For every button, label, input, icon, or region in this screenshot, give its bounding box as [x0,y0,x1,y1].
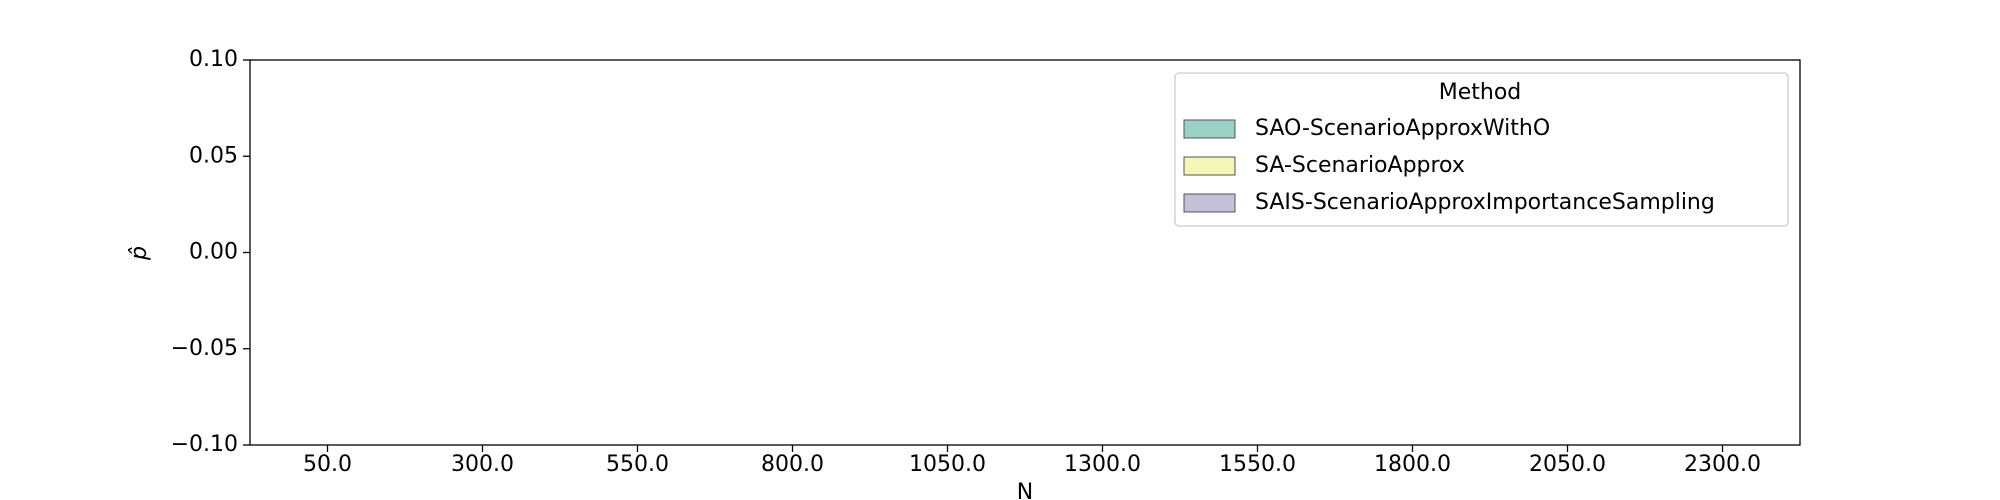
y-tick-label: 0.10 [189,47,238,72]
y-tick-label: −0.05 [171,336,238,361]
legend-swatch [1183,193,1236,213]
x-tick-label: 1300.0 [1064,452,1141,477]
y-tick-label: 0.00 [189,240,238,265]
legend-label: SAO-ScenarioApproxWithO [1255,116,1550,141]
x-tick-label: 800.0 [761,452,824,477]
x-axis-label: N [1017,480,1033,500]
x-tick-label: 300.0 [451,452,514,477]
x-tick-label: 50.0 [303,452,352,477]
legend-title: Method [1439,80,1522,105]
legend-swatch [1183,119,1236,139]
legend-swatch [1183,156,1236,176]
x-tick-label: 1550.0 [1219,452,1296,477]
x-tick-label: 550.0 [606,452,669,477]
x-tick-label: 1050.0 [909,452,986,477]
legend-box [1174,72,1789,227]
y-tick-label: 0.05 [189,143,238,168]
legend-label: SA-ScenarioApprox [1255,153,1465,178]
y-tick-label: −0.10 [171,432,238,457]
y-axis-label: p̂ [127,246,152,261]
x-tick-label: 1800.0 [1374,452,1451,477]
x-tick-label: 2300.0 [1684,452,1761,477]
x-tick-label: 2050.0 [1529,452,1606,477]
legend-label: SAIS-ScenarioApproxImportanceSampling [1255,190,1715,215]
